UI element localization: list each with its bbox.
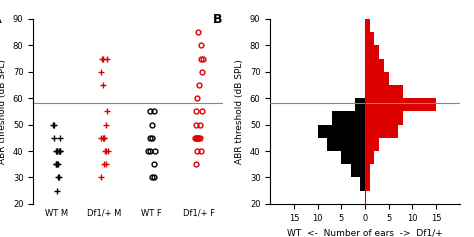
Bar <box>365 98 436 111</box>
Y-axis label: ABR threshold (dB SPL): ABR threshold (dB SPL) <box>0 59 7 164</box>
Text: A: A <box>0 14 1 26</box>
Bar <box>360 178 365 191</box>
Bar <box>365 178 370 191</box>
Bar <box>365 164 370 178</box>
Bar <box>341 151 365 164</box>
Bar <box>365 85 403 98</box>
Bar <box>365 138 379 151</box>
Bar <box>365 45 379 59</box>
Bar <box>356 98 365 111</box>
Bar <box>365 59 384 72</box>
Bar <box>365 151 374 164</box>
Bar <box>365 125 398 138</box>
Bar <box>365 72 389 85</box>
Y-axis label: ABR threshold (dB SPL): ABR threshold (dB SPL) <box>235 59 244 164</box>
Bar <box>365 32 374 45</box>
Bar <box>351 164 365 178</box>
Text: B: B <box>213 14 223 26</box>
Bar <box>327 138 365 151</box>
Bar <box>332 111 365 125</box>
Bar <box>318 125 365 138</box>
X-axis label: WT  <-  Number of ears  ->  Df1/+: WT <- Number of ears -> Df1/+ <box>287 228 443 237</box>
Bar <box>365 111 403 125</box>
Bar <box>365 19 370 32</box>
